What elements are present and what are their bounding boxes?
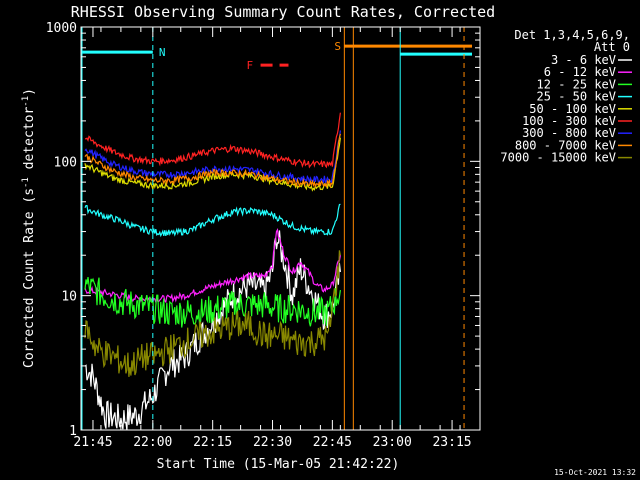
series-line-3 [84, 203, 341, 238]
legend-header-line-1: Det 1,3,4,5,6,9, [514, 28, 630, 42]
x-tick-label: 22:00 [133, 435, 172, 450]
x-tick-label: 22:30 [253, 435, 292, 450]
annotation-s-label: S [334, 40, 341, 53]
y-axis-label-sup-2: -1 [21, 96, 31, 107]
footer-timestamp: 15-Oct-2021 13:32 [554, 468, 636, 477]
legend-entry-label: 50 - 100 keV [529, 102, 616, 116]
y-tick-label: 1000 [46, 21, 77, 36]
y-axis-label-part-3: ) [22, 88, 37, 96]
legend-entry-label: 100 - 300 keV [522, 114, 616, 128]
annotation-n-label: N [159, 46, 166, 59]
y-axis-label-part-1: Corrected Count Rate (s [22, 188, 37, 368]
y-axis-label: Corrected Count Rate (s-1 detector-1) [21, 88, 37, 368]
x-axis-label: Start Time (15-Mar-05 21:42:22) [157, 457, 400, 472]
y-tick-label: 1 [69, 424, 77, 439]
legend-entry-label: 12 - 25 keV [537, 77, 616, 91]
legend-header-line-2: Att 0 [594, 40, 630, 54]
x-tick-label: 23:00 [373, 435, 412, 450]
series-line-5 [84, 112, 341, 169]
x-tick-label: 22:15 [193, 435, 232, 450]
y-tick-label: 10 [61, 290, 77, 305]
y-axis-label-part-2: detector [22, 107, 37, 178]
legend-entry-label: 7000 - 15000 keV [500, 151, 616, 165]
x-tick-label: 21:45 [73, 435, 112, 450]
y-axis-label-sup-1: -1 [21, 177, 31, 188]
legend-entry-label: 6 - 12 keV [544, 65, 616, 79]
series-line-0 [84, 230, 341, 431]
series-line-8 [84, 250, 341, 377]
legend-entry-label: 3 - 6 keV [551, 53, 616, 67]
chart-title: RHESSI Observing Summary Count Rates, Co… [71, 3, 495, 21]
series-line-1 [84, 228, 341, 305]
legend-entry-label: 25 - 50 keV [537, 90, 616, 104]
series-line-7 [84, 133, 341, 189]
annotation-f-label: F [247, 59, 254, 72]
series-line-2 [84, 277, 341, 328]
series-line-6 [84, 130, 341, 185]
x-tick-label: 22:45 [313, 435, 352, 450]
legend-entry-label: 300 - 800 keV [522, 126, 616, 140]
x-tick-label: 23:15 [432, 435, 471, 450]
y-tick-label: 100 [54, 155, 77, 170]
legend-entry-label: 800 - 7000 keV [515, 138, 616, 152]
